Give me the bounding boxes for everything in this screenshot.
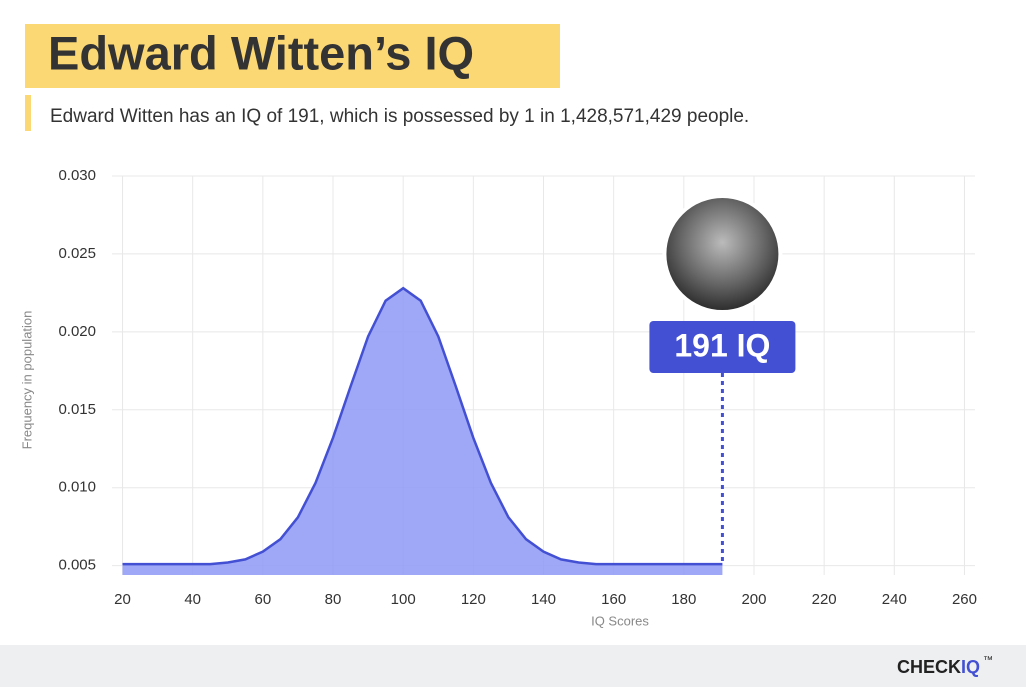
x-axis-title: IQ Scores (591, 613, 649, 628)
area-fill (122, 288, 723, 575)
x-tick-label: 240 (882, 591, 907, 608)
y-tick-label: 0.005 (58, 557, 96, 574)
y-axis-title: Frequency in population (19, 311, 34, 450)
x-tick-label: 260 (952, 591, 977, 608)
x-tick-label: 140 (531, 591, 556, 608)
x-tick-label: 200 (741, 591, 766, 608)
x-tick-label: 80 (325, 591, 342, 608)
brand: CHECKIQ ™ (897, 655, 993, 677)
x-tick-label: 160 (601, 591, 626, 608)
x-tick-label: 20 (114, 591, 131, 608)
x-tick-label: 220 (812, 591, 837, 608)
y-tick-label: 0.015 (58, 401, 96, 418)
y-tick-label: 0.030 (58, 167, 96, 184)
brand-main: CHECK (897, 657, 961, 677)
x-tick-label: 120 (461, 591, 486, 608)
marker-box (649, 321, 796, 373)
marker-label: 191 IQ (674, 327, 770, 363)
y-tick-label: 0.025 (58, 245, 96, 262)
y-tick-label: 0.020 (58, 323, 96, 340)
footer (0, 645, 1026, 687)
plot: 0.030 0.025 0.020 0.015 0.010 0.005 20 40 60 80 10… (58, 167, 977, 608)
x-tick-label: 40 (184, 591, 201, 608)
title-box (25, 24, 560, 88)
area-line (122, 286, 723, 566)
x-tick-label: 180 (671, 591, 696, 608)
chart-title: Edward Witten’s IQ (48, 26, 474, 79)
y-tick-label: 0.010 (58, 479, 96, 496)
subtitle-bar (25, 95, 31, 131)
x-tick-label: 100 (391, 591, 416, 608)
portrait (662, 194, 783, 314)
x-tick-label: 60 (255, 591, 272, 608)
brand-accent: IQ (961, 657, 980, 677)
subtitle: Edward Witten has an IQ of 191, which is… (50, 106, 749, 127)
brand-mark: ™ (983, 655, 993, 666)
